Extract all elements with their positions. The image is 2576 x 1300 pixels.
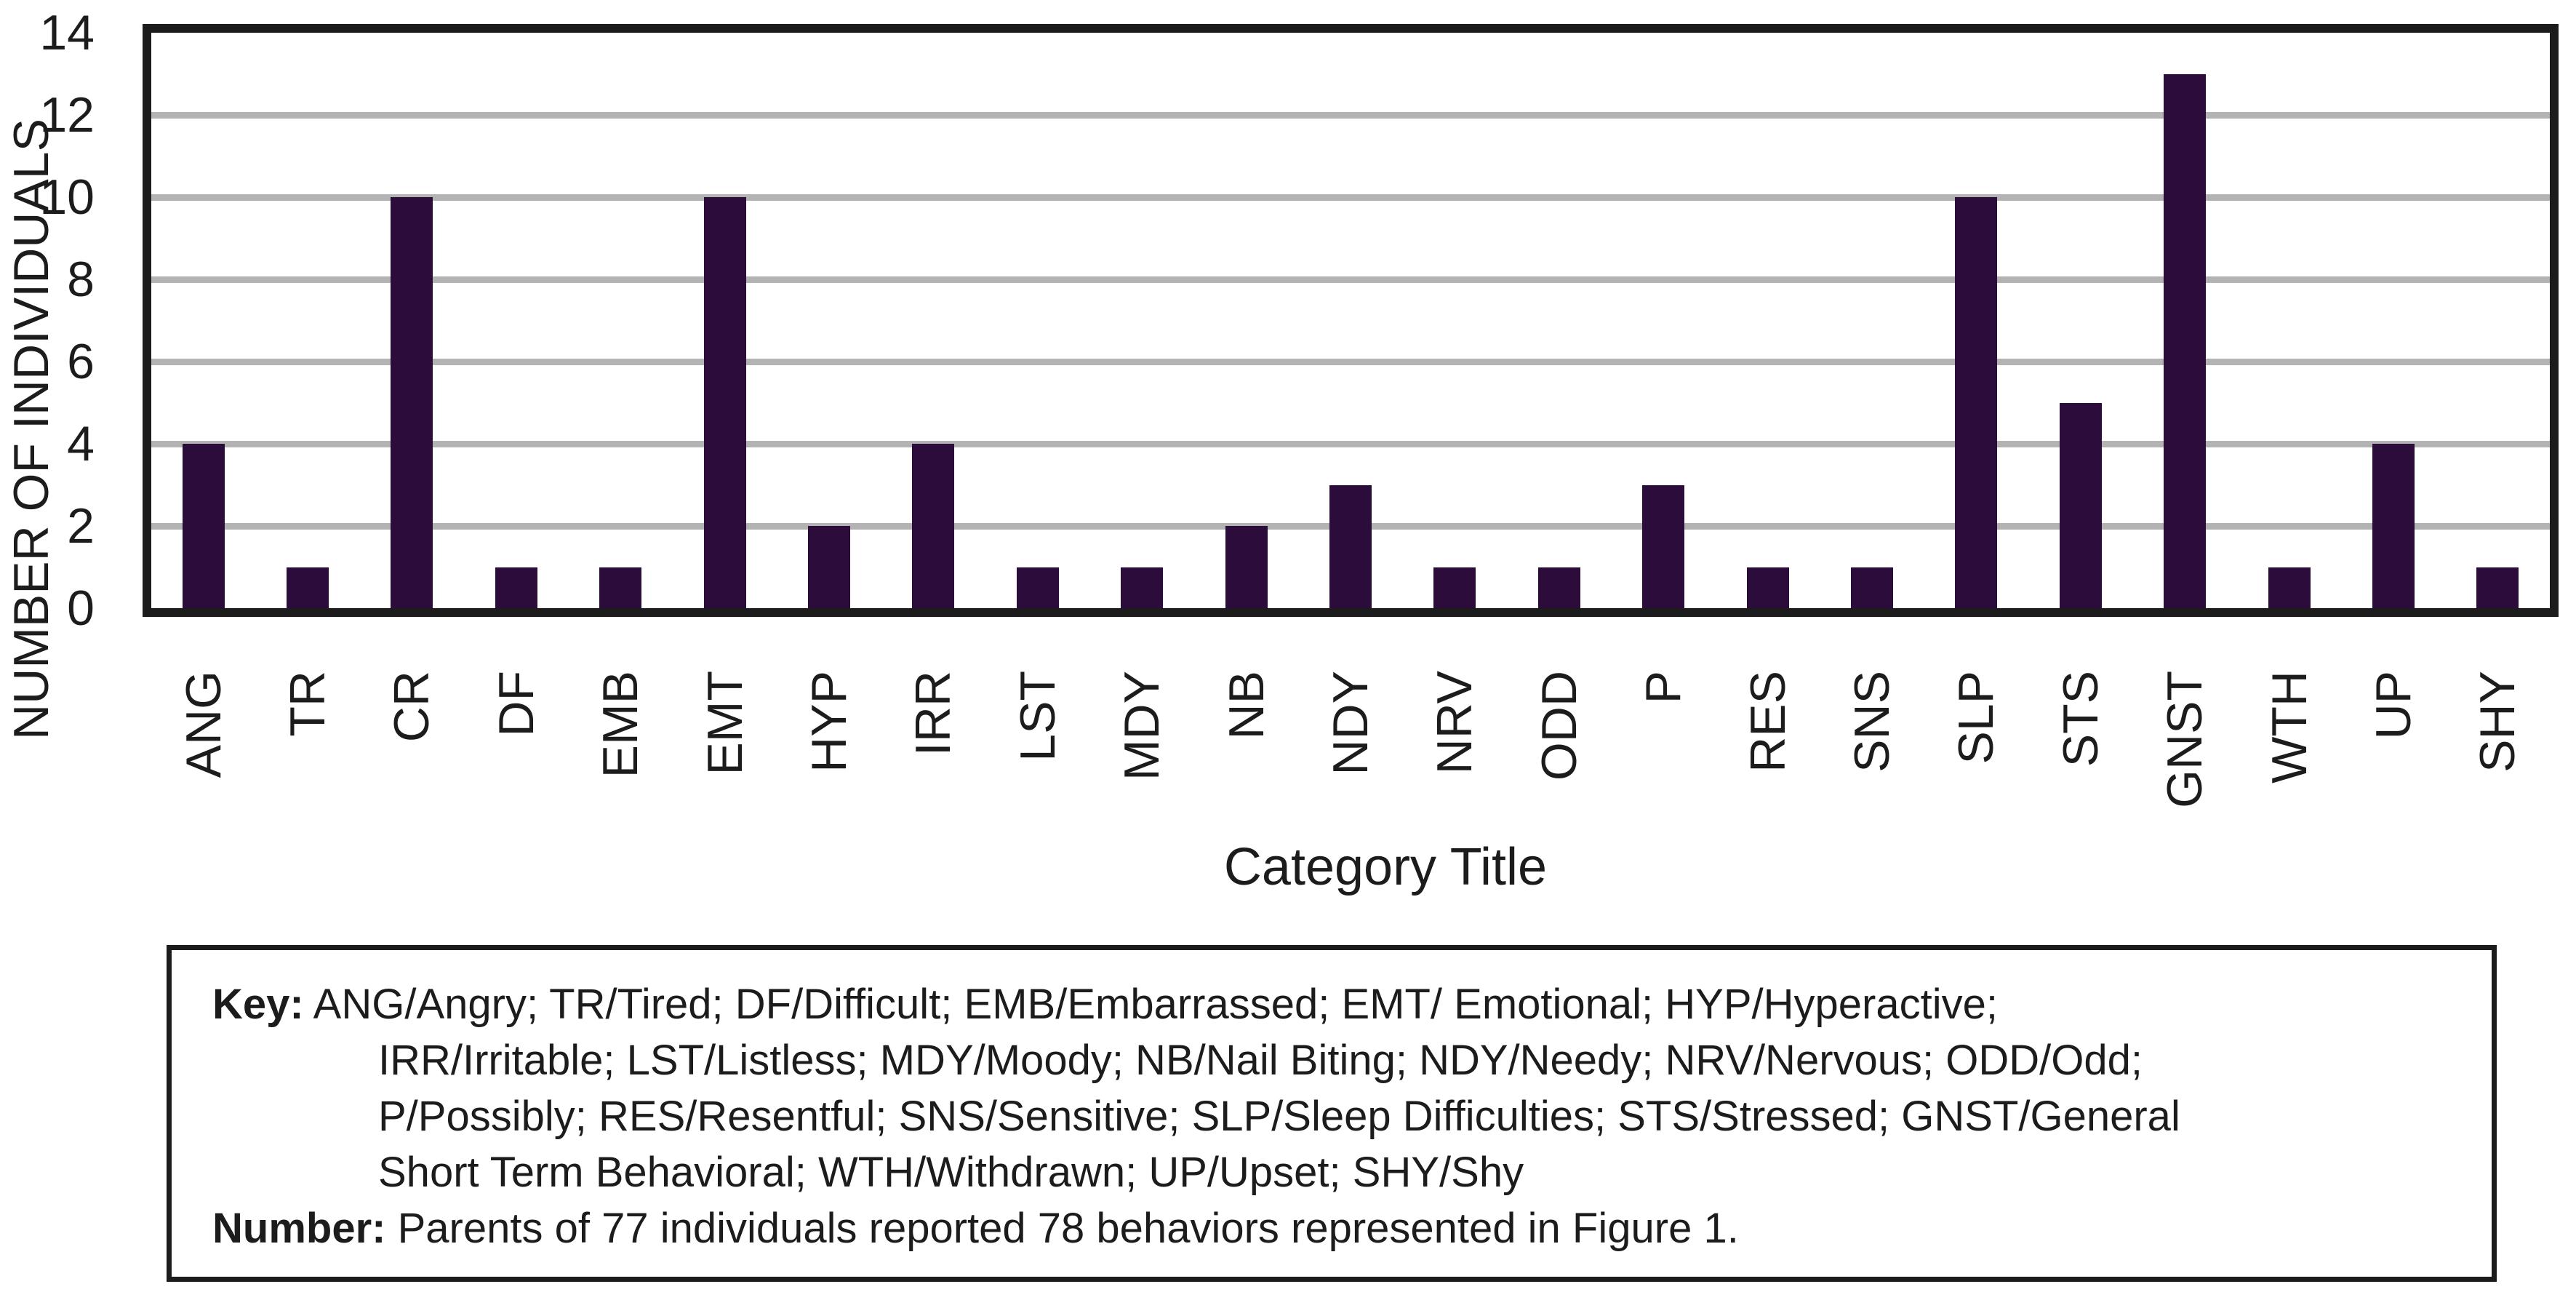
key-box-line-5: Number: Parents of 77 individuals report… <box>212 1205 1739 1252</box>
x-category-label-NB: NB <box>1218 671 1274 740</box>
y-tick-label-8: 8 <box>67 252 95 307</box>
y-tick-label-2: 2 <box>67 498 95 554</box>
bar-MDY <box>1121 567 1164 608</box>
x-category-label-SNS: SNS <box>1844 671 1900 773</box>
gridline-y10 <box>151 194 2550 201</box>
y-tick-label-14: 14 <box>39 5 95 60</box>
x-category-label-DF: DF <box>488 671 544 737</box>
gridline-y4 <box>151 440 2550 447</box>
bar-STS <box>2059 402 2102 608</box>
x-category-label-STS: STS <box>2052 671 2108 767</box>
bar-UP <box>2372 444 2415 608</box>
bar-RES <box>1746 567 1789 608</box>
x-category-label-P: P <box>1636 671 1692 704</box>
x-category-label-NRV: NRV <box>1427 671 1483 775</box>
bar-IRR <box>912 444 955 608</box>
bar-WTH <box>2268 567 2311 608</box>
x-category-label-CR: CR <box>384 671 440 743</box>
gridline-y6 <box>151 358 2550 365</box>
x-category-label-IRR: IRR <box>905 671 961 757</box>
gridline-y8 <box>151 276 2550 283</box>
x-category-label-SHY: SHY <box>2470 671 2526 773</box>
bar-CR <box>391 197 433 608</box>
bar-EMB <box>599 567 642 608</box>
x-category-label-UP: UP <box>2365 671 2421 740</box>
plot-area <box>143 24 2559 617</box>
bar-TR <box>287 567 329 608</box>
y-tick-label-4: 4 <box>67 416 95 471</box>
key-box: Key: ANG/Angry; TR/Tired; DF/Difficult; … <box>167 945 2497 1282</box>
x-category-label-MDY: MDY <box>1114 671 1170 781</box>
bar-ANG <box>182 444 225 608</box>
bar-P <box>1642 484 1685 608</box>
x-category-label-TR: TR <box>280 671 336 737</box>
bar-SLP <box>1955 197 1998 608</box>
y-tick-label-10: 10 <box>39 170 95 225</box>
key-box-line-1: Key: ANG/Angry; TR/Tired; DF/Difficult; … <box>212 981 1998 1028</box>
key-box-line-2: IRR/Irritable; LST/Listless; MDY/Moody; … <box>378 1037 2143 1084</box>
y-tick-label-0: 0 <box>67 581 95 636</box>
x-category-label-NDY: NDY <box>1323 671 1378 775</box>
bar-DF <box>495 567 537 608</box>
x-category-label-ODD: ODD <box>1531 671 1587 781</box>
bar-SHY <box>2476 567 2519 608</box>
y-tick-label-6: 6 <box>67 334 95 389</box>
bar-NDY <box>1329 484 1372 608</box>
bar-EMT <box>703 197 746 608</box>
x-category-label-SLP: SLP <box>1948 671 2004 765</box>
key-box-line-1-label: Key: <box>212 981 304 1028</box>
bar-NRV <box>1433 567 1476 608</box>
x-category-label-GNST: GNST <box>2157 671 2213 808</box>
key-box-line-4: Short Term Behavioral; WTH/Withdrawn; UP… <box>378 1149 1524 1196</box>
x-axis-title: Category Title <box>1223 838 1548 896</box>
x-category-label-WTH: WTH <box>2261 671 2317 783</box>
x-category-label-EMT: EMT <box>697 671 753 775</box>
x-category-label-EMB: EMB <box>593 671 649 778</box>
x-category-label-HYP: HYP <box>801 671 857 773</box>
bar-SNS <box>1850 567 1893 608</box>
bar-ODD <box>1537 567 1580 608</box>
x-category-label-RES: RES <box>1740 671 1796 773</box>
x-category-label-LST: LST <box>1009 671 1065 762</box>
bar-LST <box>1016 567 1059 608</box>
gridline-y12 <box>151 111 2550 119</box>
key-box-line-3: P/Possibly; RES/Resentful; SNS/Sensitive… <box>378 1093 2180 1140</box>
y-tick-label-12: 12 <box>39 87 95 143</box>
bar-HYP <box>808 526 851 608</box>
bar-GNST <box>2164 73 2207 608</box>
key-box-line-5-label: Number: <box>212 1205 386 1252</box>
x-category-label-ANG: ANG <box>175 671 231 778</box>
bar-NB <box>1225 526 1268 608</box>
